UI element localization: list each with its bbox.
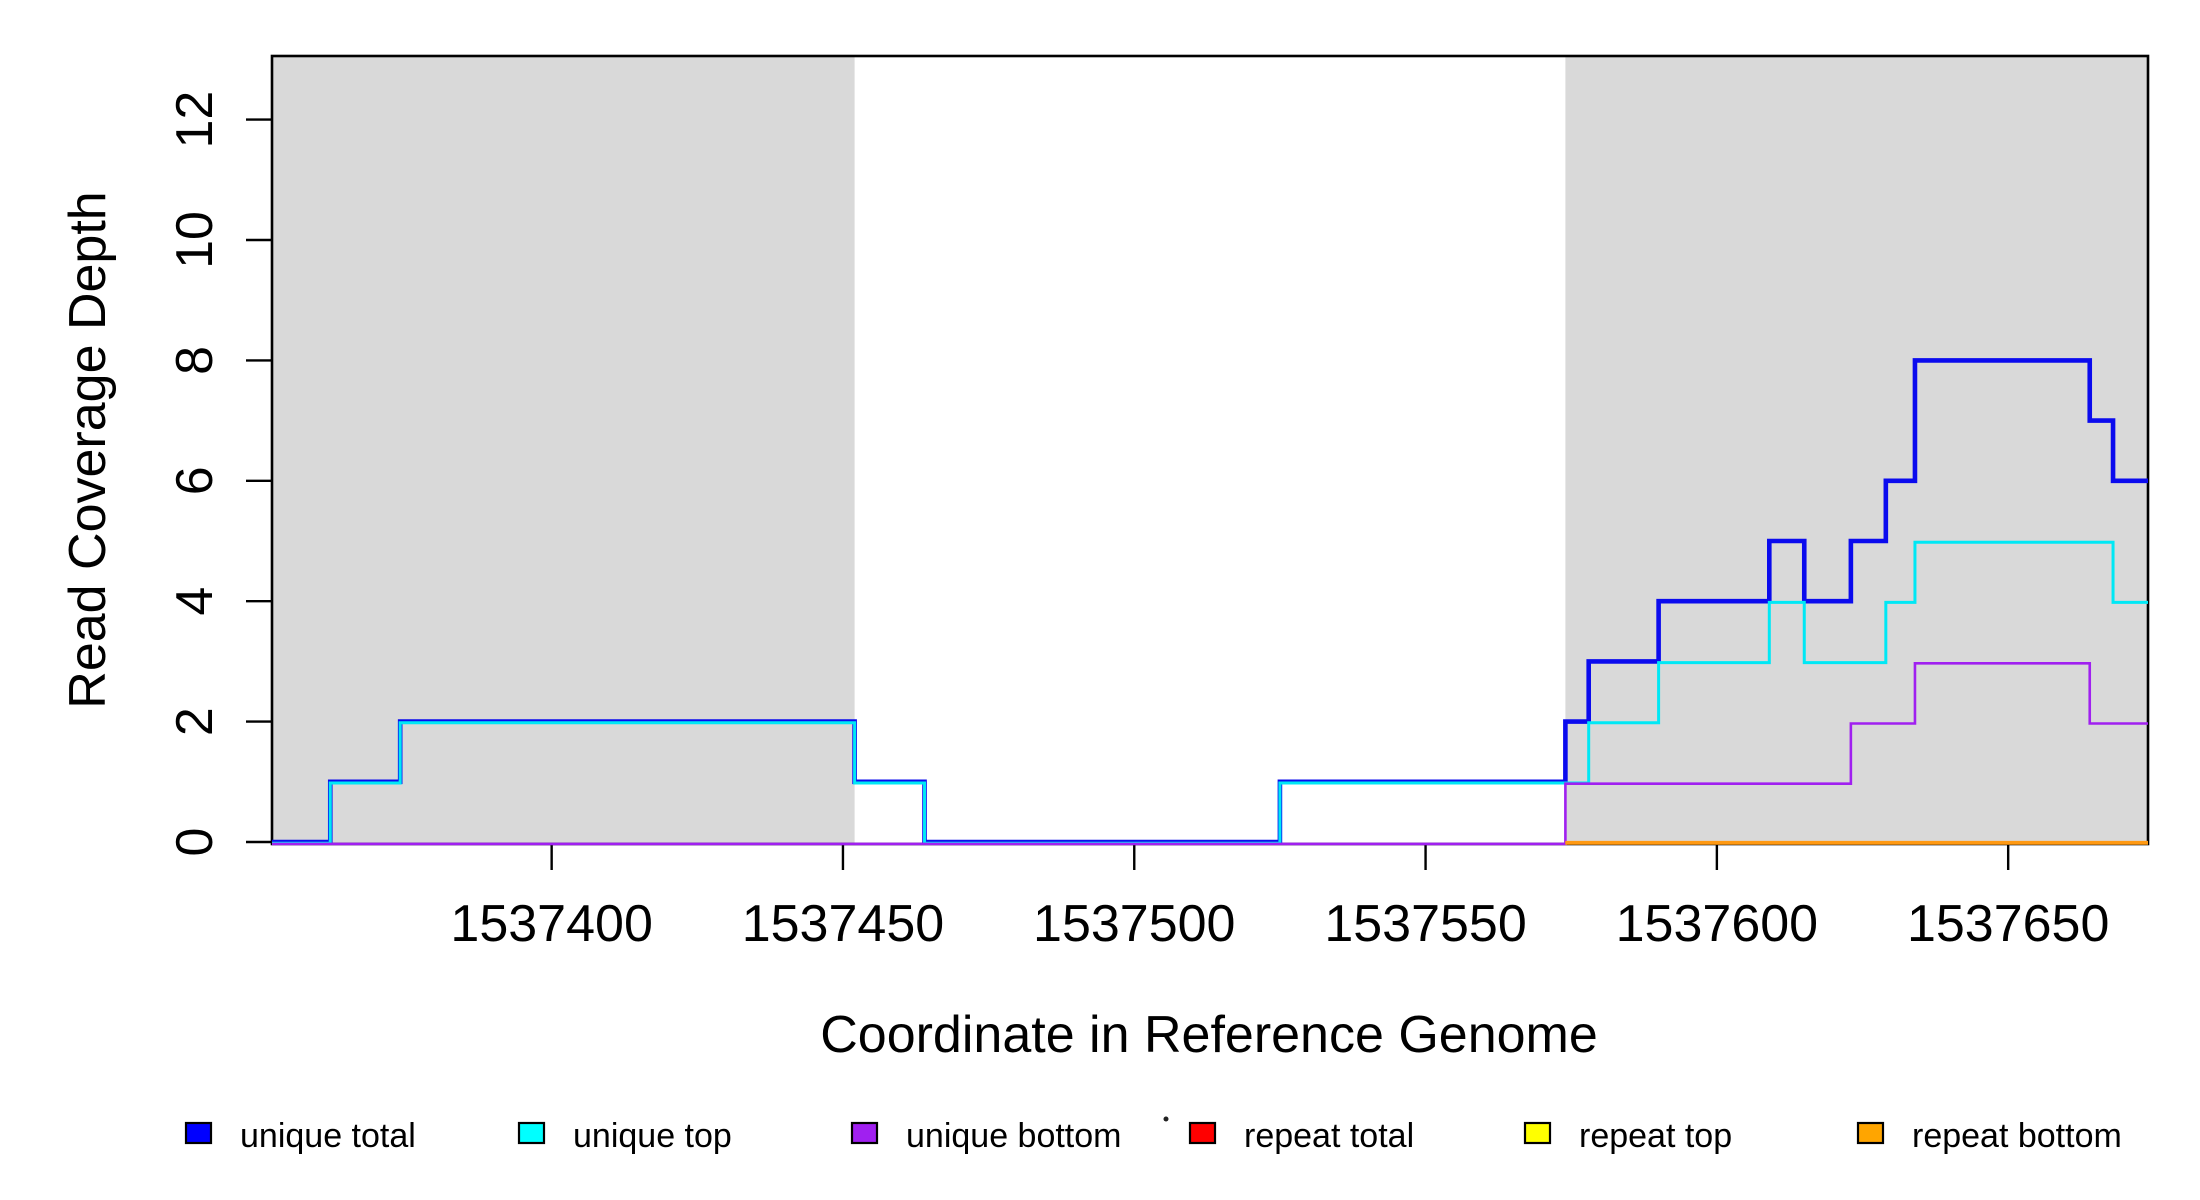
x-axis-tick-label: 1537600 [1616,895,1818,953]
x-axis-tick-label: 1537500 [1033,895,1235,953]
legend-label-unique-total: unique total [240,1117,416,1155]
legend-label-unique-top: unique top [573,1117,732,1155]
shaded-repeat-region [1565,57,2148,843]
shaded-repeat-region [272,57,855,843]
legend: unique total unique top unique bottom re… [184,1116,2122,1155]
x-axis-title: Coordinate in Reference Genome [820,1006,1598,1064]
legend-swatch-unique-bottom [850,1121,879,1145]
legend-swatch-unique-top [517,1121,546,1145]
y-axis-tick-label: 6 [166,466,224,495]
axes-layer: 1537400 1537450 1537500 1537550 1537600 15376… [166,91,2109,953]
legend-swatch-repeat-top [1523,1121,1552,1145]
legend-swatch-repeat-total [1188,1121,1217,1145]
y-axis-tick-label: 8 [166,346,224,375]
legend-label-repeat-bottom: repeat bottom [1912,1117,2122,1155]
y-axis-tick-label: 2 [166,707,224,736]
series-line-unique-top [272,540,2148,845]
legend-label-repeat-top: repeat top [1579,1117,1732,1155]
legend-label-repeat-total: repeat total [1244,1117,1414,1155]
legend-swatch-repeat-bottom [1856,1121,1885,1145]
x-axis-tick-label: 1537450 [742,895,944,953]
legend-swatch-unique-total [184,1121,213,1145]
legend-label-unique-bottom: unique bottom [906,1117,1122,1155]
x-axis-tick-label: 1537550 [1324,895,1526,953]
y-axis-title: Read Coverage Depth [59,191,117,708]
x-axis-tick-label: 1537650 [1907,895,2109,953]
series-layer [272,358,2148,846]
y-axis-tick-label: 0 [166,828,224,857]
legend-stray-dot [1163,1116,1169,1122]
shaded-regions-layer [272,57,2148,843]
series-line-unique-bottom [272,662,2148,846]
y-axis-tick-label: 10 [166,211,224,269]
y-axis-tick-label: 12 [166,91,224,149]
y-axis-tick-label: 4 [166,587,224,616]
x-axis-tick-label: 1537400 [450,895,652,953]
